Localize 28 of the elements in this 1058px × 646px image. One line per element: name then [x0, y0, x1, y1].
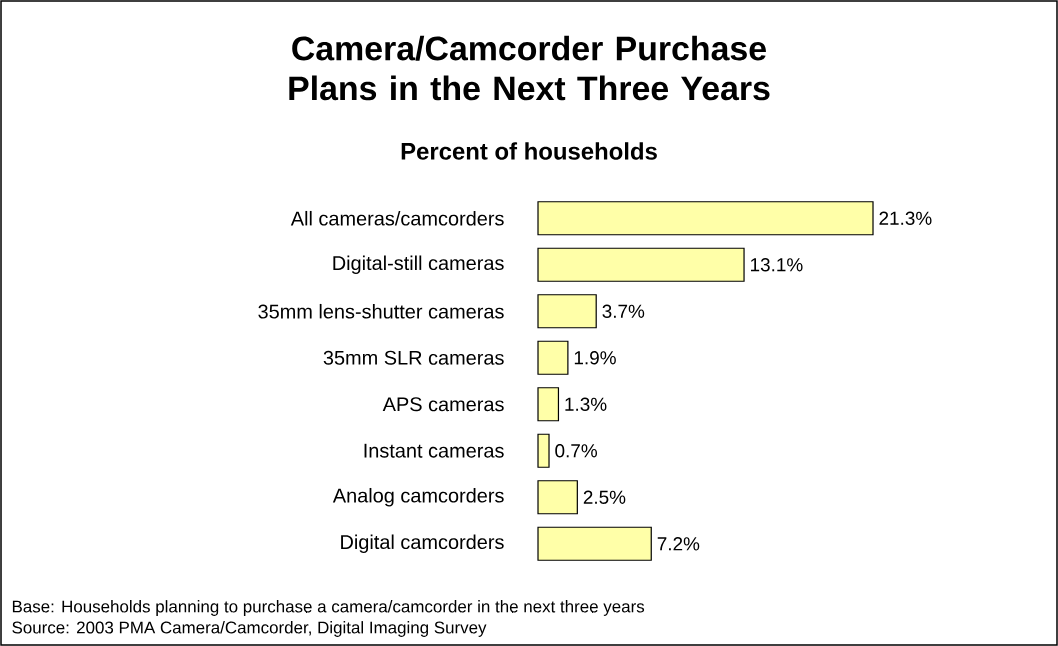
y-tick-label: APS cameras [382, 397, 504, 412]
data-label: 2.5% [583, 490, 626, 504]
bar [537, 433, 550, 468]
bar [537, 480, 578, 515]
data-label: 21.3% [879, 211, 932, 225]
y-tick-label: 35mm lens-shutter cameras [258, 303, 504, 319]
text: Base: Households planning to purchase a camera/camcorder in the next three years [12, 600, 645, 616]
data-label: 1.9% [574, 351, 616, 365]
data-label: 3.7% [602, 304, 645, 318]
y-tick-label: All cameras/camcorders [290, 210, 504, 226]
data-label: 1.3% [565, 397, 607, 411]
y-tick-label: Instant cameras [364, 443, 504, 458]
data-label: 13.1% [751, 258, 803, 272]
y-tick-label: Digital camcorders [341, 534, 504, 554]
bar [537, 526, 652, 561]
bar [537, 294, 597, 329]
bar [537, 340, 569, 375]
data-label: 0.7% [555, 444, 597, 458]
data-label: 7.2% [657, 537, 700, 551]
bar [537, 387, 560, 422]
bar [537, 201, 874, 236]
bar [537, 247, 745, 282]
chart-subtitle: Percent of households [401, 142, 657, 160]
chart-title: Camera/Camcorder Purchase Plans in the Next Three Years [289, 35, 770, 101]
y-tick-label: Analog camcorders [332, 487, 504, 507]
source-note: Source: 2003 PMA Camera/Camcorder, Digital Imaging Survey [12, 621, 487, 637]
y-tick-label: Digital-still cameras [333, 255, 504, 275]
y-tick-label: 35mm SLR cameras [323, 350, 504, 365]
